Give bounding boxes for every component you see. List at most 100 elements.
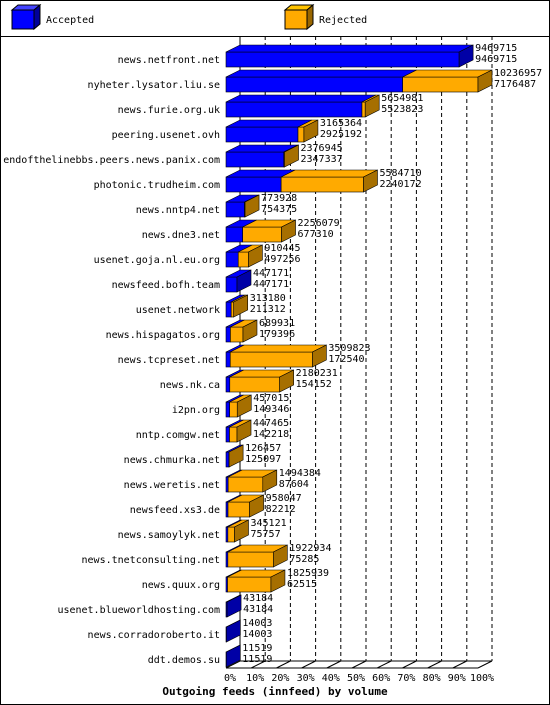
bar-side (228, 444, 244, 468)
category-label: usenet.goja.nl.eu.org (94, 255, 220, 266)
tick-mark (301, 660, 316, 669)
bar-segment (230, 326, 244, 343)
category-label: news.tcpreset.net (118, 355, 220, 366)
category-label: endofthelinebbs.peers.news.panix.com (3, 155, 220, 166)
bar-segment (227, 501, 250, 518)
bar-side (364, 94, 380, 118)
category-label: nyheter.lysator.liu.se (88, 80, 220, 91)
bar-segment (230, 301, 235, 318)
accepted-label: 125097 (245, 454, 281, 465)
bar-segment (229, 376, 280, 393)
total-label: 689931 (259, 318, 295, 329)
total-label: 43184 (243, 593, 273, 604)
accepted-label: 75757 (250, 529, 280, 540)
tick-mark (376, 660, 392, 669)
bar-segment (361, 101, 366, 118)
bar-side (303, 119, 319, 143)
bar-segment (280, 176, 364, 193)
accepted-label: 5523823 (381, 104, 423, 115)
bar-top (225, 94, 377, 103)
total-label: 3165364 (320, 118, 362, 129)
bar-segment (242, 226, 282, 243)
category-label: news.hispagatos.org (106, 330, 220, 341)
bar-segment (225, 251, 239, 268)
x-tick-label: 80% (423, 673, 441, 684)
total-label: 14003 (242, 618, 272, 629)
accepted-label: 179396 (259, 329, 295, 340)
accepted-label: 2240172 (379, 179, 421, 190)
legend-swatch (11, 9, 35, 30)
category-label: usenet.blueworldhosting.com (57, 605, 220, 616)
bar-segment (227, 526, 235, 543)
bar-segment (225, 176, 282, 193)
category-label: news.quux.org (142, 580, 220, 591)
bar-segment (402, 76, 479, 93)
bar-segment (237, 251, 249, 268)
total-label: 958047 (266, 493, 302, 504)
category-label: i2pn.org (172, 405, 220, 416)
x-tick-label: 70% (397, 673, 415, 684)
total-label: 773928 (261, 193, 297, 204)
accepted-label: 82212 (266, 504, 296, 515)
bar-segment (225, 476, 229, 493)
category-label: photonic.trudheim.com (94, 180, 220, 191)
accepted-label: 154152 (296, 379, 332, 390)
legend-label: Rejected (319, 15, 367, 26)
bar-segment (229, 351, 313, 368)
bar-side (279, 369, 294, 393)
category-label: news.corradoroberto.it (88, 630, 220, 641)
bar-side (244, 194, 260, 218)
tick-mark (477, 660, 493, 669)
bar-segment (227, 476, 264, 493)
bar-side (248, 244, 263, 268)
bar-side (225, 644, 241, 668)
x-tick-label: 20% (271, 673, 289, 684)
accepted-label: 75285 (289, 554, 319, 565)
total-label: 2180231 (296, 368, 338, 379)
accepted-label: 497256 (264, 254, 300, 265)
x-tick-label: 40% (322, 673, 340, 684)
legend-swatch-side (306, 3, 314, 31)
category-label: news.nk.ca (160, 380, 220, 391)
bar-segment (225, 276, 238, 293)
bar-segment (225, 426, 230, 443)
accepted-label: 149346 (253, 404, 289, 415)
bar-side (233, 294, 249, 318)
bar-top (402, 69, 493, 78)
bar-segment (225, 126, 299, 143)
total-label: 447171 (253, 268, 289, 279)
x-tick-label: 50% (347, 673, 365, 684)
total-label: 10236957 (494, 68, 542, 79)
total-label: 910445 (264, 243, 300, 254)
category-label: news.furie.org.uk (118, 105, 220, 116)
total-label: 1922934 (289, 543, 331, 554)
total-label: 2376945 (301, 143, 343, 154)
bar-side (312, 344, 327, 368)
tick-mark (351, 660, 367, 669)
bar-side (236, 394, 252, 418)
bar-top (225, 119, 313, 128)
bar-side (249, 494, 264, 518)
total-label: 9469715 (475, 43, 517, 54)
total-label: 5584710 (379, 168, 421, 179)
chart-title: Outgoing feeds (innfeed) by volume (162, 685, 388, 698)
total-label: 1825939 (287, 568, 329, 579)
total-label: 11519 (242, 643, 272, 654)
category-label: news.dne3.net (142, 230, 220, 241)
total-label: 447465 (253, 418, 289, 429)
category-label: newsfeed.xs3.de (130, 505, 220, 516)
legend-label: Accepted (46, 15, 94, 26)
total-label: 2256079 (298, 218, 340, 229)
category-label: news.samoylyk.net (118, 530, 220, 541)
bar-side (262, 469, 278, 493)
bar-side (281, 219, 296, 243)
bar-segment (225, 301, 232, 318)
category-label: peering.usenet.ovh (112, 130, 220, 141)
tick-mark (225, 660, 241, 669)
bar-segment (225, 151, 285, 168)
accepted-label: 14003 (242, 629, 272, 640)
total-label: 313180 (250, 293, 286, 304)
accepted-label: 142218 (253, 429, 289, 440)
category-label: nntp.comgw.net (136, 430, 220, 441)
bar-side (270, 569, 286, 593)
